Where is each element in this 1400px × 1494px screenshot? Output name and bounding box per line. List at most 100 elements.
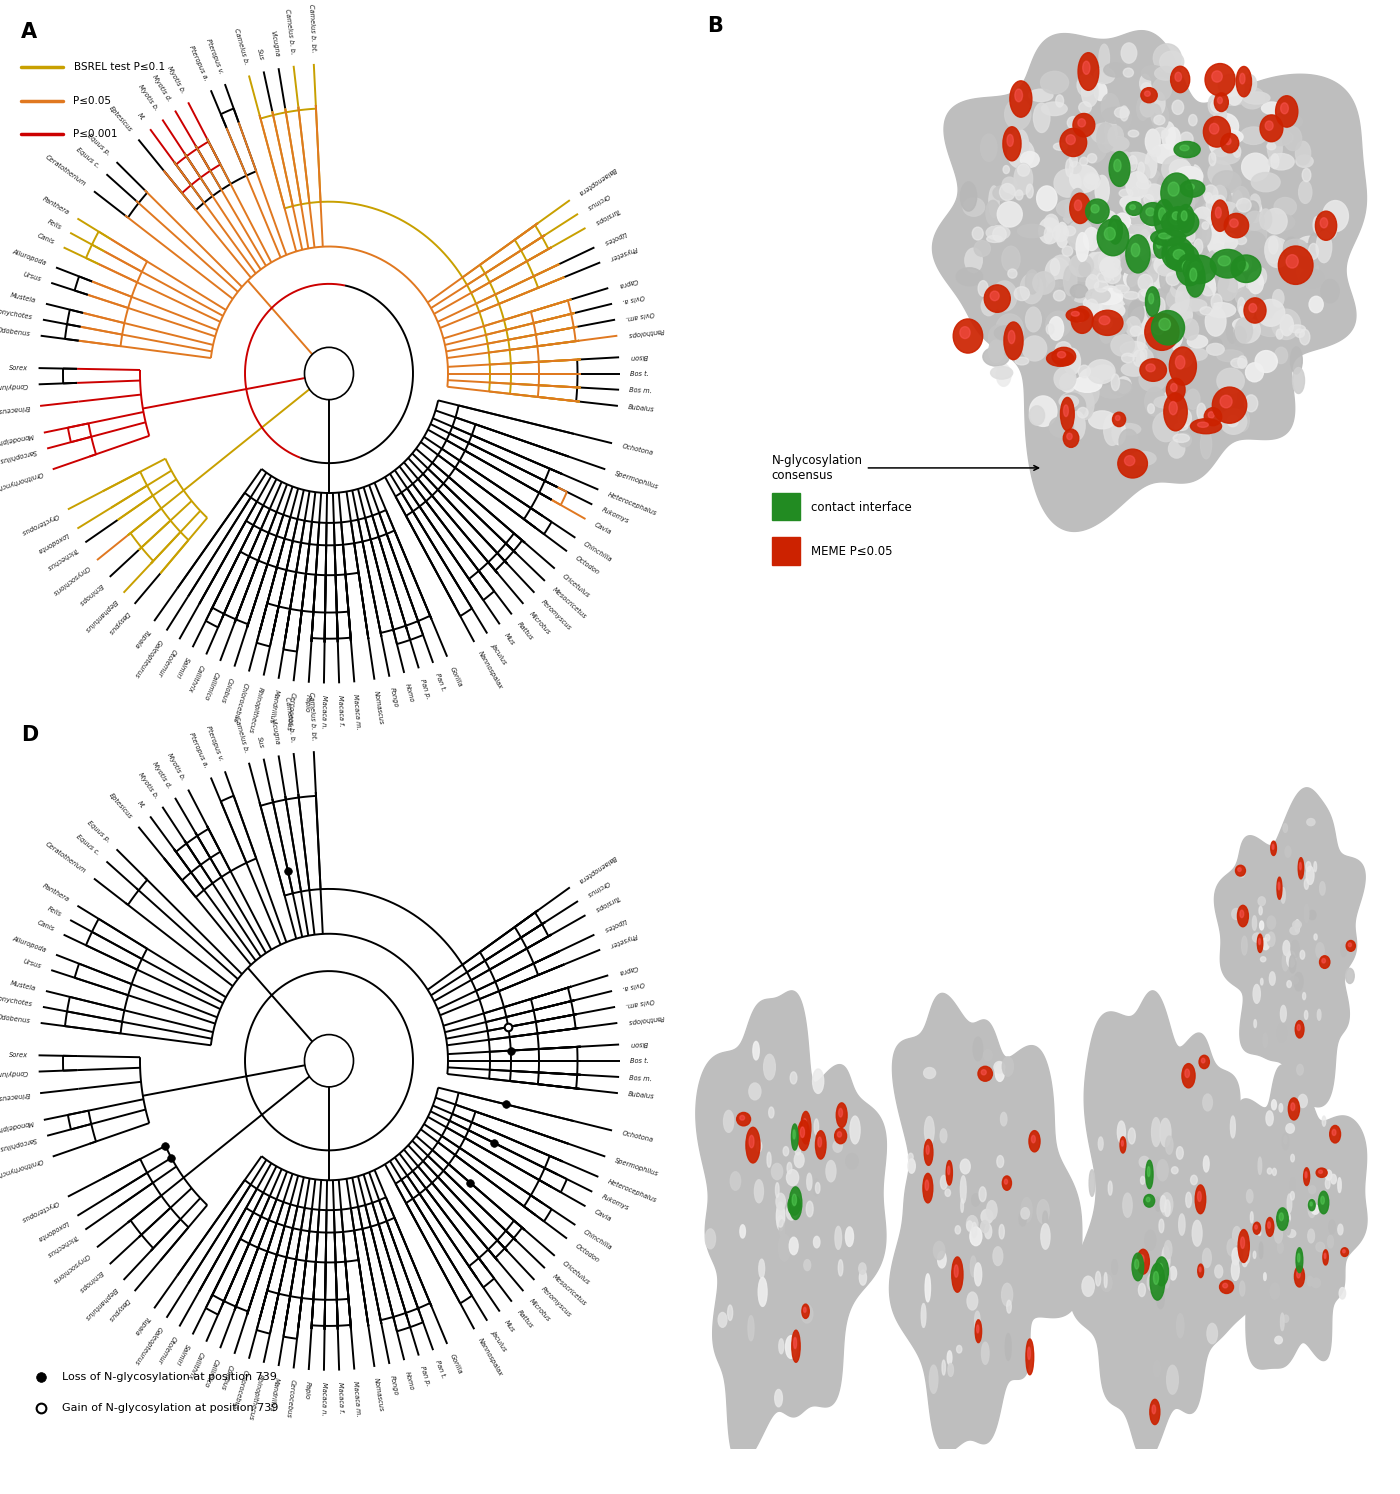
Ellipse shape xyxy=(1151,241,1159,254)
Ellipse shape xyxy=(1245,1245,1250,1264)
Ellipse shape xyxy=(1189,230,1196,242)
Ellipse shape xyxy=(1207,1324,1218,1343)
Ellipse shape xyxy=(1008,139,1035,169)
Ellipse shape xyxy=(1264,1273,1266,1280)
Ellipse shape xyxy=(1165,1264,1170,1288)
Ellipse shape xyxy=(1120,1137,1126,1153)
Text: Ovis a.: Ovis a. xyxy=(622,980,645,992)
Ellipse shape xyxy=(1180,131,1193,146)
Ellipse shape xyxy=(974,1312,980,1331)
Ellipse shape xyxy=(1210,152,1215,166)
Ellipse shape xyxy=(1130,248,1145,255)
Ellipse shape xyxy=(1264,209,1287,235)
Ellipse shape xyxy=(1345,968,1354,983)
Ellipse shape xyxy=(1218,75,1245,96)
Ellipse shape xyxy=(1169,160,1191,179)
Ellipse shape xyxy=(1253,916,1257,931)
Ellipse shape xyxy=(1047,276,1058,293)
Ellipse shape xyxy=(1326,1170,1331,1180)
Ellipse shape xyxy=(1259,907,1263,914)
Ellipse shape xyxy=(1193,285,1214,315)
Ellipse shape xyxy=(1180,299,1207,311)
Ellipse shape xyxy=(1105,227,1116,241)
Ellipse shape xyxy=(1177,249,1197,273)
Ellipse shape xyxy=(1259,1231,1261,1236)
Ellipse shape xyxy=(1212,412,1236,427)
Ellipse shape xyxy=(1158,1264,1162,1273)
Ellipse shape xyxy=(1189,248,1200,264)
Ellipse shape xyxy=(1166,244,1198,272)
Ellipse shape xyxy=(972,227,983,241)
Ellipse shape xyxy=(960,182,977,211)
Ellipse shape xyxy=(1152,1118,1161,1146)
Ellipse shape xyxy=(1161,242,1173,255)
Ellipse shape xyxy=(970,1227,981,1246)
Ellipse shape xyxy=(979,1067,993,1082)
Ellipse shape xyxy=(976,1319,981,1343)
Ellipse shape xyxy=(1229,190,1242,206)
Ellipse shape xyxy=(1074,200,1082,211)
Ellipse shape xyxy=(1154,272,1165,287)
Ellipse shape xyxy=(1308,1198,1312,1210)
Ellipse shape xyxy=(1280,1104,1282,1112)
Ellipse shape xyxy=(1219,385,1236,408)
Ellipse shape xyxy=(1044,227,1053,242)
Ellipse shape xyxy=(1246,363,1263,382)
Text: Myotis d.: Myotis d. xyxy=(151,73,172,103)
Ellipse shape xyxy=(1138,163,1144,175)
Ellipse shape xyxy=(1239,73,1245,84)
Ellipse shape xyxy=(1043,1212,1047,1228)
Ellipse shape xyxy=(1170,261,1196,291)
Ellipse shape xyxy=(1067,433,1072,439)
Text: Bos m.: Bos m. xyxy=(630,387,652,394)
Text: Echinops: Echinops xyxy=(77,583,104,607)
Ellipse shape xyxy=(1070,284,1088,297)
Ellipse shape xyxy=(1015,90,1022,102)
Ellipse shape xyxy=(966,1216,979,1233)
Ellipse shape xyxy=(1319,1170,1323,1173)
Ellipse shape xyxy=(1176,356,1184,369)
Ellipse shape xyxy=(1266,934,1270,941)
Text: Orycteropus: Orycteropus xyxy=(20,511,60,535)
Ellipse shape xyxy=(1077,388,1093,420)
Ellipse shape xyxy=(1126,235,1138,248)
Ellipse shape xyxy=(927,1146,930,1155)
Ellipse shape xyxy=(1046,324,1054,335)
Ellipse shape xyxy=(1053,290,1065,300)
Ellipse shape xyxy=(1165,235,1180,252)
Ellipse shape xyxy=(1077,233,1089,261)
Ellipse shape xyxy=(1291,1155,1295,1162)
Ellipse shape xyxy=(1155,1197,1161,1212)
Ellipse shape xyxy=(990,291,1000,300)
Ellipse shape xyxy=(1165,236,1187,260)
Ellipse shape xyxy=(1155,1270,1166,1283)
Ellipse shape xyxy=(1008,269,1016,278)
Ellipse shape xyxy=(1130,238,1156,255)
Ellipse shape xyxy=(1316,943,1324,958)
Ellipse shape xyxy=(1176,148,1193,155)
Ellipse shape xyxy=(1127,269,1149,291)
Ellipse shape xyxy=(1287,254,1298,267)
Ellipse shape xyxy=(1177,409,1191,427)
Text: Cercocebus: Cercocebus xyxy=(284,1379,295,1418)
Text: Pantholops: Pantholops xyxy=(627,1014,665,1025)
Ellipse shape xyxy=(1308,1230,1315,1243)
Ellipse shape xyxy=(1249,303,1257,312)
Ellipse shape xyxy=(984,1224,991,1239)
Ellipse shape xyxy=(1126,226,1141,251)
Ellipse shape xyxy=(1000,1225,1004,1239)
Ellipse shape xyxy=(979,281,988,296)
Ellipse shape xyxy=(1133,1253,1144,1280)
Text: Bos m.: Bos m. xyxy=(630,1074,652,1082)
Ellipse shape xyxy=(1197,403,1205,420)
Text: Ovis a.: Ovis a. xyxy=(622,293,645,305)
Ellipse shape xyxy=(1239,300,1254,320)
Ellipse shape xyxy=(1137,179,1151,188)
Ellipse shape xyxy=(993,281,1016,311)
Ellipse shape xyxy=(1110,305,1124,317)
Ellipse shape xyxy=(997,365,1011,387)
Ellipse shape xyxy=(1159,208,1166,221)
Ellipse shape xyxy=(1296,1064,1303,1076)
Ellipse shape xyxy=(1147,290,1173,311)
Ellipse shape xyxy=(1051,347,1075,366)
